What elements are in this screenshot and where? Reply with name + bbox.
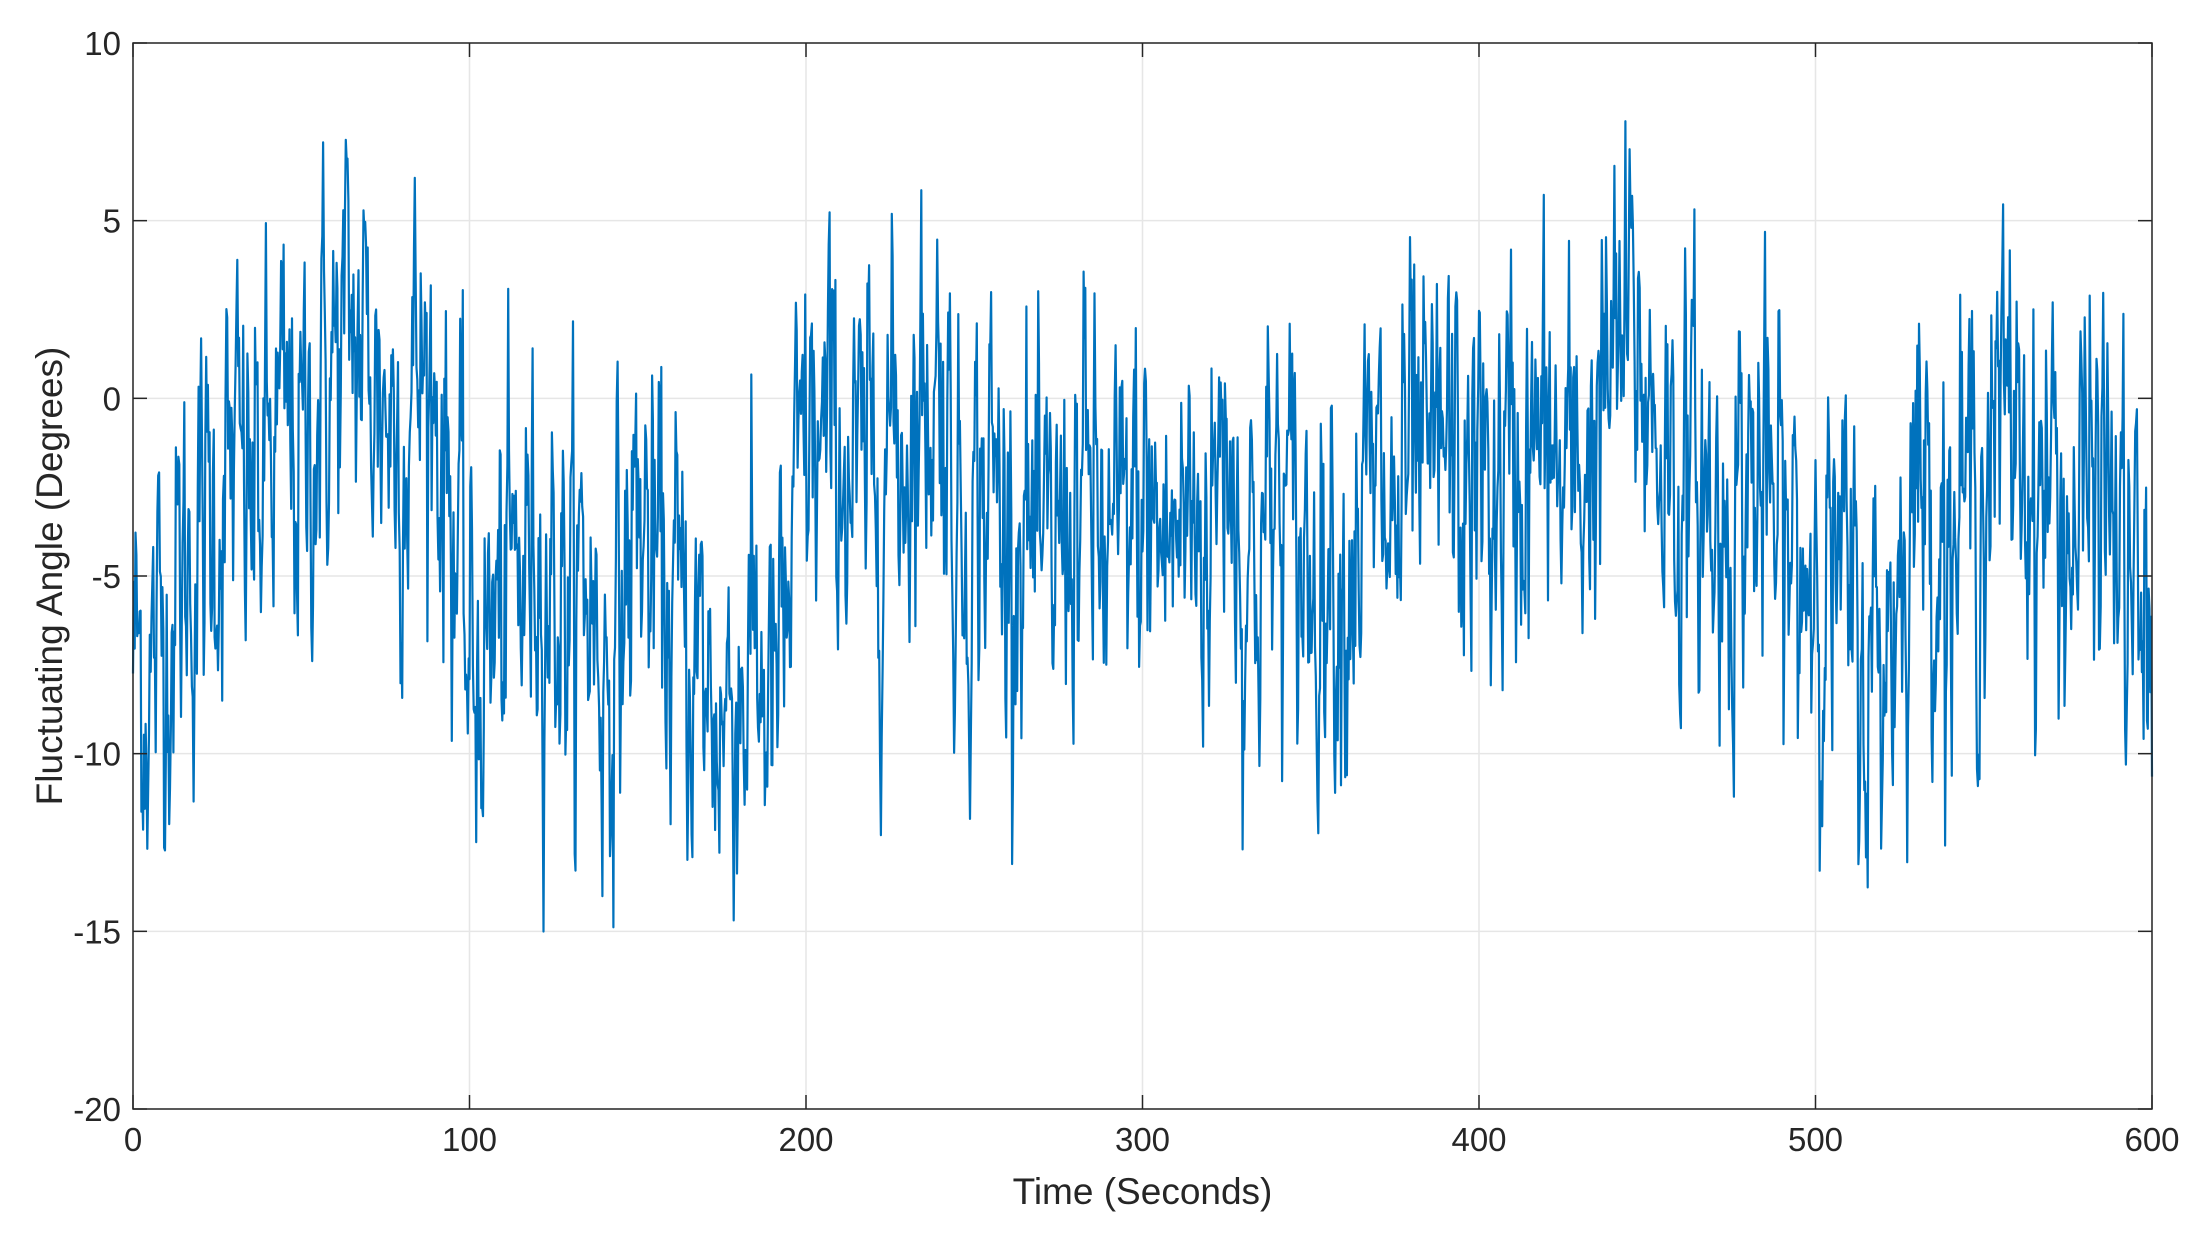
y-tick-label: -20 (73, 1091, 121, 1128)
x-tick-label: 100 (442, 1121, 497, 1158)
y-tick-labels: -20 -15 -10 -5 0 5 10 (73, 25, 121, 1128)
y-tick-label: 10 (84, 25, 121, 62)
y-tick-label: -10 (73, 736, 121, 773)
y-tick-label: 5 (103, 203, 121, 240)
x-tick-label: 600 (2124, 1121, 2179, 1158)
y-tick-label: -15 (73, 913, 121, 950)
y-axis-label: Fluctuating Angle (Degrees) (29, 347, 70, 806)
y-tick-label: -5 (92, 558, 121, 595)
x-axis-label: Time (Seconds) (1013, 1171, 1273, 1212)
series-line (131, 120, 2154, 933)
x-tick-labels: 0 100 200 300 400 500 600 (124, 1121, 2180, 1158)
y-tick-label: 0 (103, 380, 121, 417)
tick-marks (132, 42, 2153, 1110)
x-tick-label: 200 (778, 1121, 833, 1158)
x-tick-label: 300 (1115, 1121, 1170, 1158)
grid-lines (132, 42, 2153, 1110)
x-tick-label: 500 (1788, 1121, 1843, 1158)
x-tick-label: 0 (124, 1121, 142, 1158)
x-tick-label: 400 (1451, 1121, 1506, 1158)
